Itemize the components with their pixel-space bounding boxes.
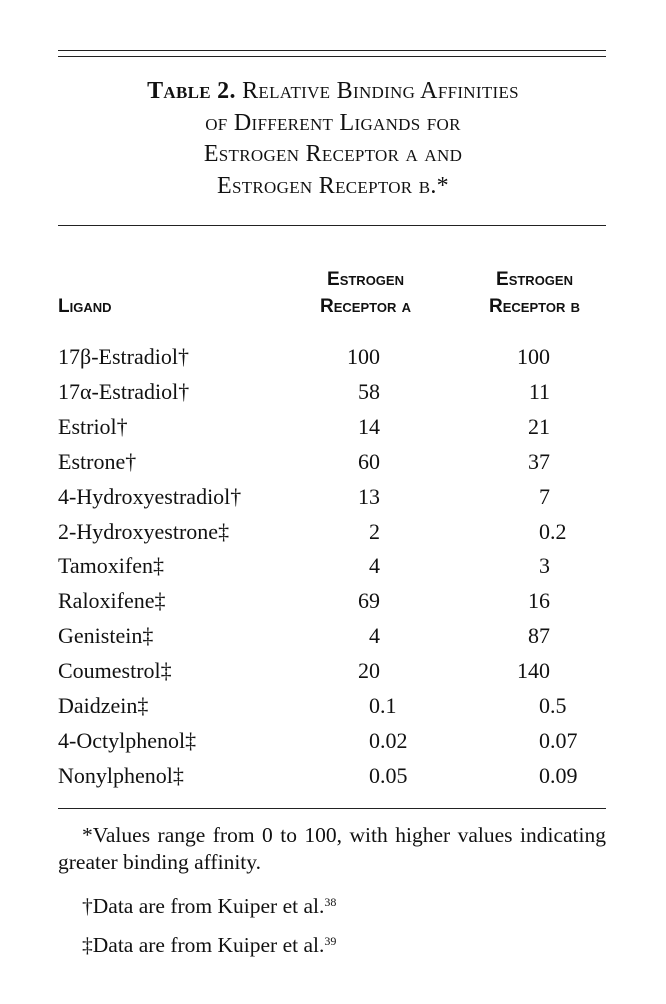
table-title: Table 2. Relative Binding Affinities of … [0, 76, 666, 202]
era-value: 58 [358, 378, 380, 404]
era-value: 20 [358, 658, 380, 684]
footnote-text: †Data are from Kuiper et al. [82, 894, 325, 918]
top-rule-1 [58, 50, 606, 51]
ligand-name: Daidzein‡ [58, 693, 149, 718]
table-row: Estriol† 14 21 [58, 414, 606, 449]
erb-value: 100 [517, 344, 550, 369]
ligand-name: Estrone† [58, 448, 137, 474]
table-row: Raloxifene‡ 69 16 [58, 588, 606, 623]
title-line: Estrogen Receptor α and [203, 141, 463, 167]
table-row: Daidzein‡ 0.1 0.5 [58, 693, 606, 728]
header-line: Receptor α [320, 296, 411, 317]
era-value: 13 [358, 483, 380, 509]
erb-value: 11 [528, 378, 550, 404]
ligand-name: Genistein‡ [58, 623, 154, 649]
reference: 39 [324, 934, 337, 948]
era-value: 100 [347, 344, 380, 369]
column-header-erb: Estrogen Receptor β [489, 266, 580, 320]
title-line: of Different Ligands for [205, 109, 461, 136]
ligand-name: Raloxifene‡ [58, 588, 166, 614]
ligand-name: Coumestrol‡ [58, 658, 172, 684]
ligand-name: 2-Hydroxyestrone‡ [58, 518, 230, 544]
ligand-name: Nonylphenol‡ [58, 762, 184, 788]
title-line: Estrogen Receptor β.* [217, 172, 449, 199]
column-header-ligand: Ligand [58, 296, 112, 317]
table-row: Coumestrol‡ 20 140 [58, 658, 606, 693]
erb-value: 87 [528, 623, 550, 649]
header-line: Estrogen [327, 269, 404, 290]
era-value: 14 [358, 413, 380, 439]
erb-value: 7 [539, 483, 550, 509]
erb-value: 16 [528, 588, 550, 614]
era-value: 0.1 [369, 693, 397, 718]
title-line: Relative Binding Affinities [242, 78, 519, 104]
table-row: Genistein‡ 4 87 [58, 623, 606, 658]
table-row: Tamoxifen‡ 4 3 [58, 553, 606, 588]
erb-value: 21 [528, 413, 550, 439]
table-label: Table 2. [147, 78, 236, 104]
erb-value: 0.09 [539, 762, 578, 788]
table-row: 2-Hydroxyestrone‡ 2 0.2 [58, 519, 606, 554]
footnote-text: ‡Data are from Kuiper et al. [82, 933, 325, 957]
era-value: 4 [369, 553, 380, 579]
footnote-ddagger: ‡Data are from Kuiper et al.39 [58, 928, 630, 959]
table-row: 17β-Estradiol† 100 100 [58, 344, 606, 379]
era-value: 0.02 [369, 727, 408, 753]
era-value: 0.05 [369, 762, 408, 788]
erb-value: 0.07 [539, 727, 578, 753]
ligand-name: 4-Hydroxyestradiol† [58, 483, 242, 509]
erb-value: 0.2 [539, 518, 567, 544]
table-row: 17α-Estradiol† 58 11 [58, 379, 606, 414]
erb-value: 140 [517, 658, 550, 684]
ligand-name: 4-Octylphenol‡ [58, 727, 197, 753]
title-rule [58, 225, 606, 226]
era-value: 2 [369, 518, 380, 544]
era-value: 69 [358, 588, 380, 614]
reference: 38 [324, 895, 337, 909]
erb-value: 0.5 [539, 693, 567, 718]
header-line: Estrogen [496, 269, 573, 290]
era-value: 60 [358, 448, 380, 474]
era-value: 4 [369, 623, 380, 649]
table-row: 4-Octylphenol‡ 0.02 0.07 [58, 728, 606, 763]
bottom-rule [58, 808, 606, 809]
table-row: 4-Hydroxyestradiol† 13 7 [58, 484, 606, 519]
footnote-dagger: †Data are from Kuiper et al.38 [58, 889, 630, 920]
footnote-star: *Values range from 0 to 100, with higher… [58, 823, 606, 874]
top-rule-2 [58, 56, 606, 57]
table-row: Nonylphenol‡ 0.05 0.09 [58, 763, 606, 798]
ligand-name: 17α-Estradiol† [58, 378, 190, 404]
header-line: Receptor β [489, 296, 580, 317]
ligand-name: Estriol† [58, 413, 128, 439]
ligand-name: Tamoxifen‡ [58, 553, 164, 579]
table-row: Estrone† 60 37 [58, 449, 606, 484]
erb-value: 37 [528, 448, 550, 474]
column-header-era: Estrogen Receptor α [320, 266, 411, 320]
ligand-name: 17β-Estradiol† [58, 344, 189, 369]
erb-value: 3 [539, 553, 550, 579]
